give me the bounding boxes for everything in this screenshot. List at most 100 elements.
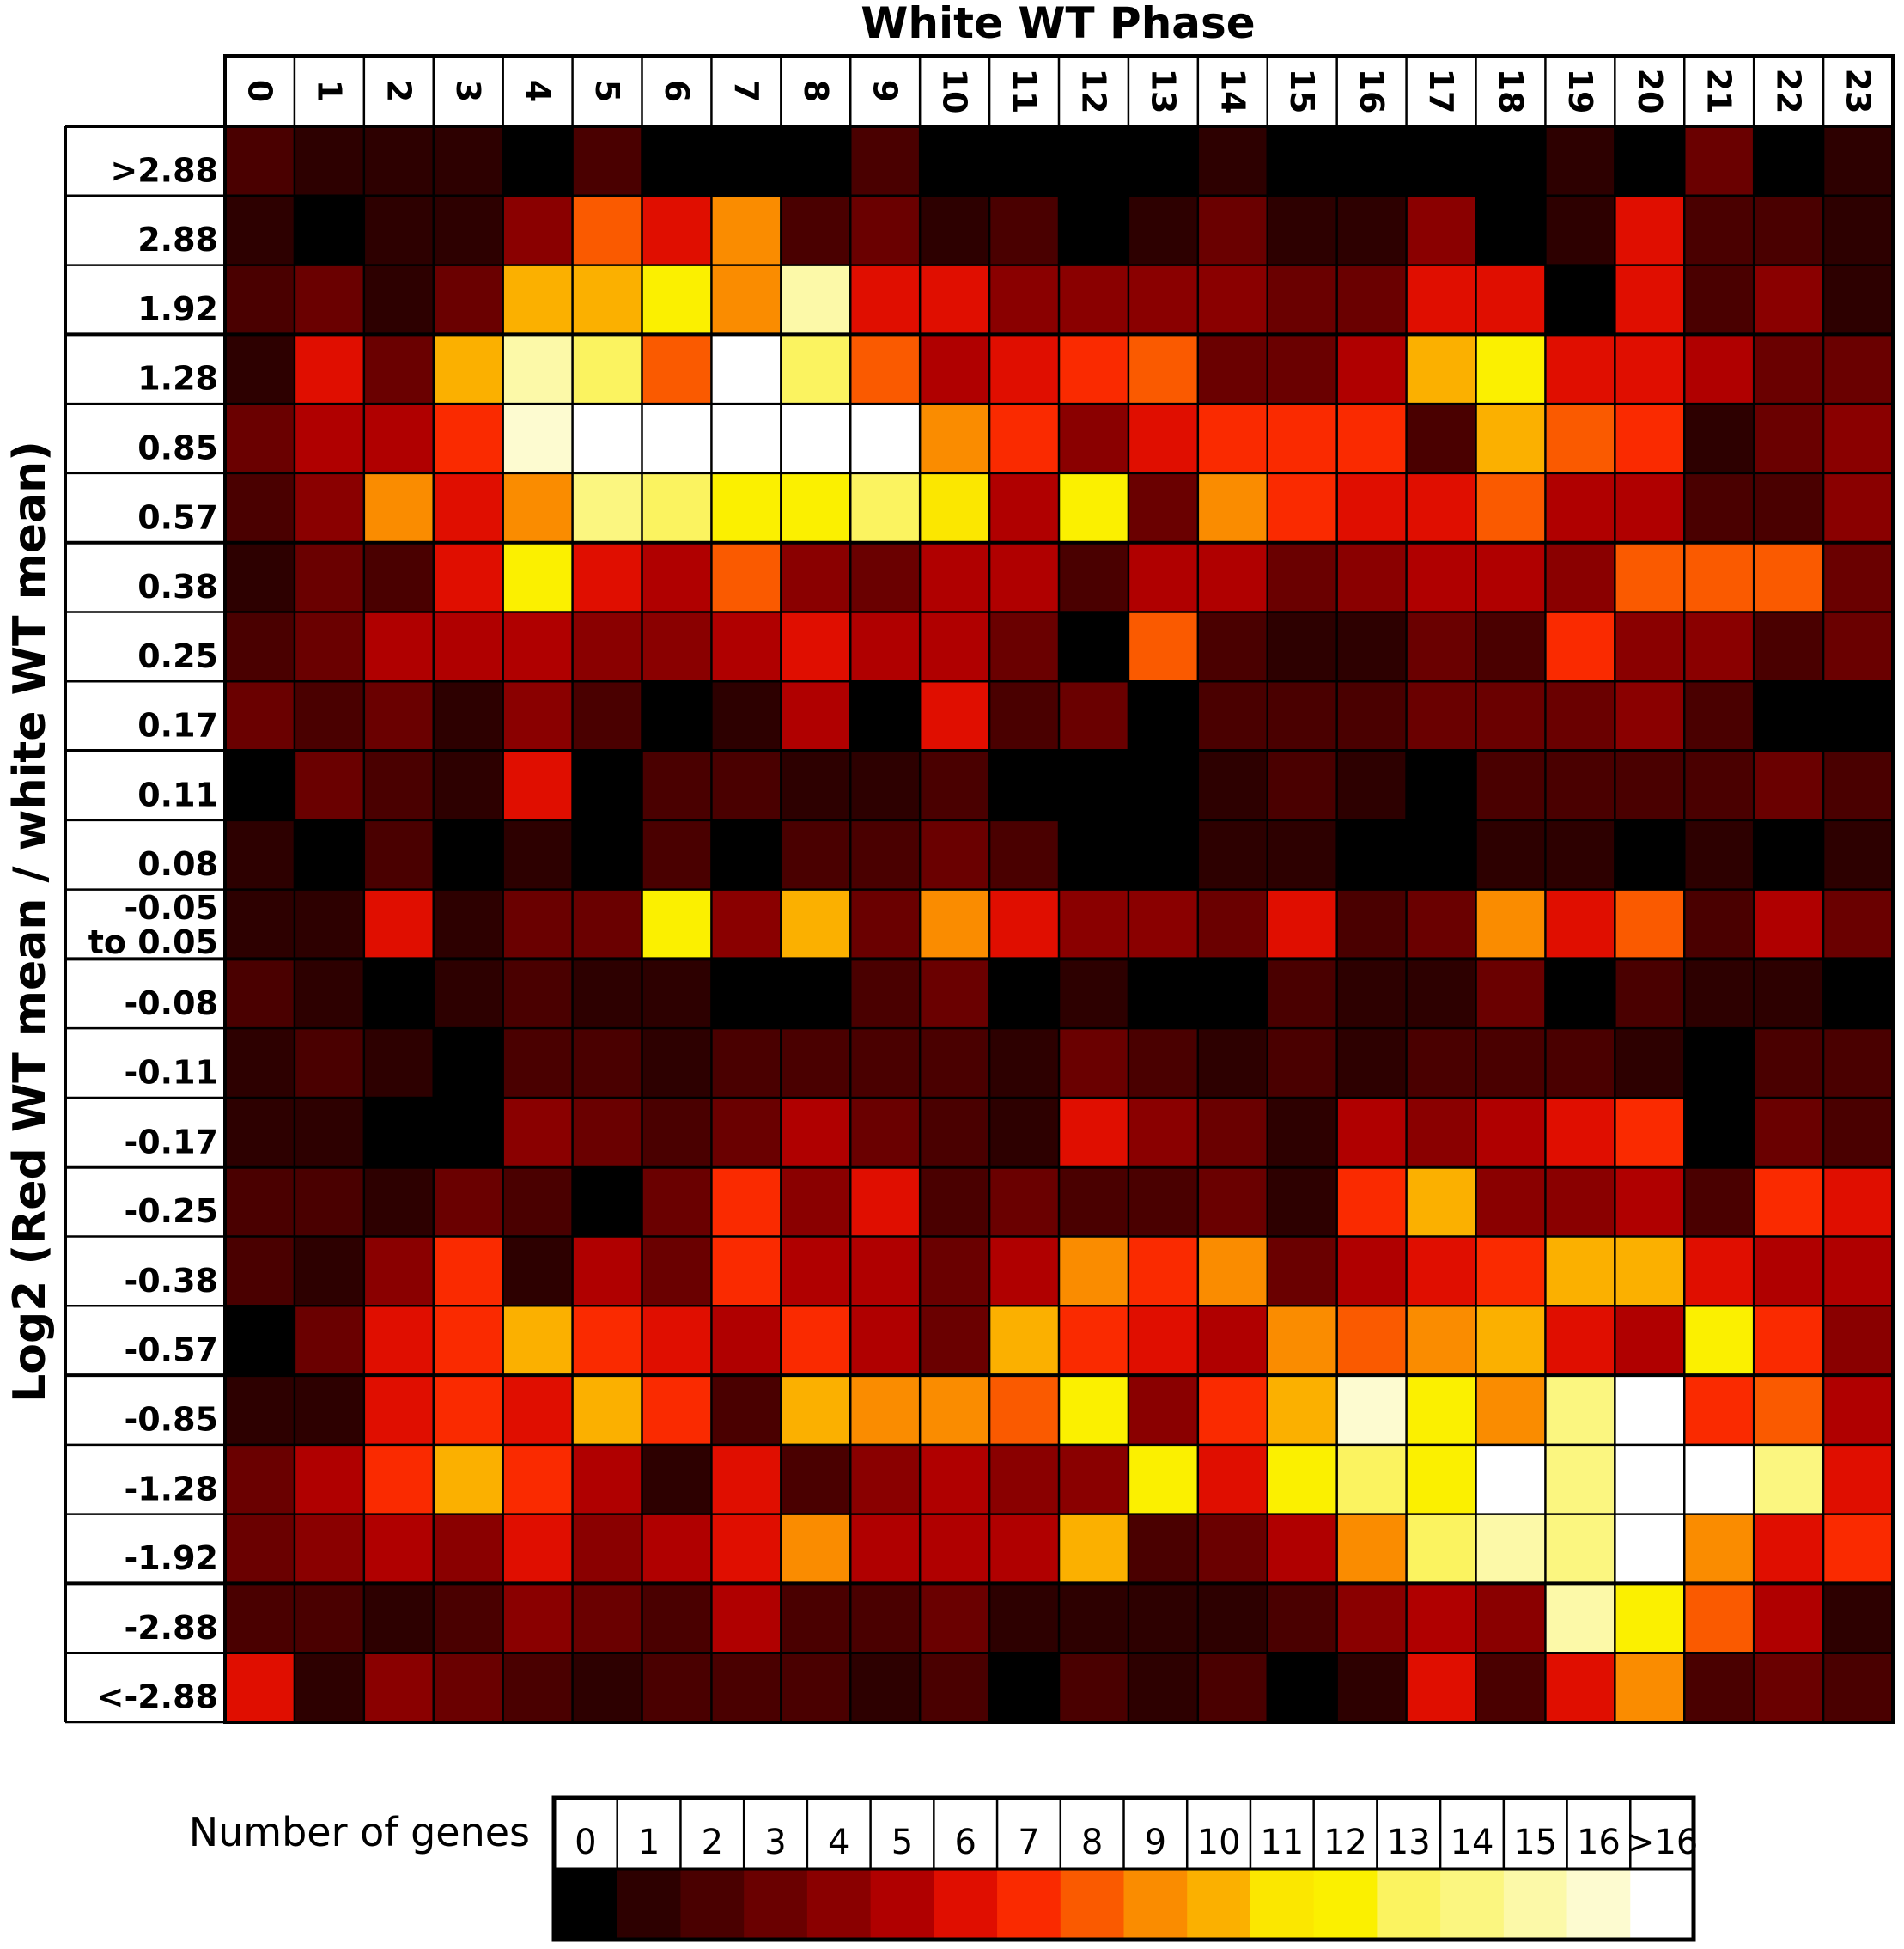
heatmap-cell [1406, 1028, 1476, 1099]
heatmap-cell [1059, 404, 1129, 474]
heatmap-cell [989, 404, 1060, 474]
heatmap-cell [711, 612, 782, 682]
column-tick-label: 3 [449, 80, 487, 102]
heatmap-cell [1128, 1236, 1199, 1306]
heatmap-cell [1545, 1444, 1615, 1515]
column-tick-label: 12 [1074, 69, 1112, 114]
heatmap-cell [989, 1514, 1060, 1584]
heatmap-cell [920, 1306, 990, 1376]
heatmap-cell [1128, 612, 1199, 682]
heatmap-cell [502, 1653, 574, 1723]
heatmap-cell [433, 819, 504, 891]
heatmap-cell [363, 542, 435, 612]
heatmap-cell [433, 1028, 504, 1099]
row-tick-label: 0.11 [137, 776, 218, 813]
heatmap-cell [920, 1653, 990, 1723]
heatmap-cell [850, 1028, 921, 1099]
legend-swatch [934, 1869, 998, 1940]
heatmap-cell [781, 1166, 851, 1238]
legend-label: 0 [575, 1823, 596, 1862]
heatmap-cell [1128, 126, 1199, 197]
heatmap-cell [502, 819, 574, 891]
heatmap-cell [433, 472, 504, 544]
heatmap-cell [1128, 404, 1199, 474]
heatmap-cell [1475, 959, 1546, 1029]
column-tick-label: 10 [936, 69, 974, 114]
heatmap-cell [989, 1166, 1060, 1238]
column-tick-label: 16 [1353, 69, 1390, 114]
heatmap-cell [1475, 681, 1546, 752]
column-tick-label: 11 [1006, 69, 1043, 114]
heatmap-cell [1267, 1653, 1338, 1723]
legend-label: 9 [1145, 1823, 1166, 1862]
heatmap-cell [989, 472, 1060, 544]
heatmap-cell [1406, 404, 1476, 474]
heatmap-cell [1545, 472, 1615, 544]
heatmap-cell [1823, 959, 1894, 1029]
legend-label: 8 [1081, 1823, 1103, 1862]
heatmap-cell [781, 1375, 851, 1446]
row-tick-label: -2.88 [124, 1609, 218, 1647]
heatmap-cell [225, 404, 295, 474]
heatmap-cell [1754, 1166, 1824, 1238]
heatmap-cell [1754, 612, 1824, 682]
heatmap-cell [1267, 1166, 1338, 1238]
heatmap-cell [711, 959, 782, 1029]
heatmap-cell [363, 1583, 435, 1654]
heatmap-cell [1475, 334, 1546, 405]
heatmap-cell [989, 1444, 1060, 1515]
heatmap-cell [1823, 1583, 1894, 1654]
heatmap-cell [781, 819, 851, 891]
legend-label: 2 [702, 1823, 723, 1862]
heatmap-cell [502, 1236, 574, 1306]
heatmap-cell [1684, 126, 1755, 197]
column-tick-label: 9 [867, 80, 904, 102]
heatmap-cell [642, 1306, 712, 1376]
heatmap-cell [294, 1514, 365, 1584]
heatmap-cell [572, 1375, 642, 1446]
heatmap-cell [572, 472, 642, 544]
heatmap-cell [1267, 1514, 1338, 1584]
heatmap-cell [920, 126, 990, 197]
row-tick-label: to 0.05 [88, 923, 218, 961]
heatmap-cell [363, 819, 435, 891]
heatmap-cell [642, 195, 712, 266]
heatmap-cell [1059, 1166, 1129, 1238]
heatmap-cell [1197, 472, 1268, 544]
heatmap-cell [1336, 126, 1408, 197]
heatmap-cell [1336, 1583, 1408, 1654]
heatmap-cell [1615, 195, 1685, 266]
heatmap-cell [989, 1653, 1060, 1723]
heatmap-cell [1545, 1514, 1615, 1584]
legend-swatch [997, 1869, 1061, 1940]
heatmap-cell [1545, 334, 1615, 405]
heatmap-cell [920, 612, 990, 682]
heatmap-cell [1059, 959, 1129, 1029]
heatmap-cell [989, 542, 1060, 612]
heatmap-cell [1267, 404, 1338, 474]
heatmap-cell [1823, 681, 1894, 752]
row-tick-label: -0.25 [124, 1192, 218, 1230]
heatmap-cell [225, 1028, 295, 1099]
heatmap-cell [920, 819, 990, 891]
heatmap-cell [1475, 819, 1546, 891]
heatmap-cell [1823, 612, 1894, 682]
heatmap-cell [781, 1653, 851, 1723]
heatmap-cell [1197, 1653, 1268, 1723]
heatmap-cell [433, 681, 504, 752]
heatmap-cell [1059, 126, 1129, 197]
heatmap-cell [1754, 1375, 1824, 1446]
heatmap-cell [642, 819, 712, 891]
heatmap-cell [433, 1097, 504, 1168]
heatmap-cell [225, 1583, 295, 1654]
heatmap-cell [1336, 1375, 1408, 1446]
heatmap-cell [989, 265, 1060, 335]
heatmap-cell [1406, 1514, 1476, 1584]
row-tick-label: 0.85 [137, 429, 218, 467]
heatmap-cell [1615, 612, 1685, 682]
heatmap-cell [294, 404, 365, 474]
heatmap-cell [642, 1514, 712, 1584]
heatmap-cell [1406, 1306, 1476, 1376]
heatmap-cell [711, 1097, 782, 1168]
